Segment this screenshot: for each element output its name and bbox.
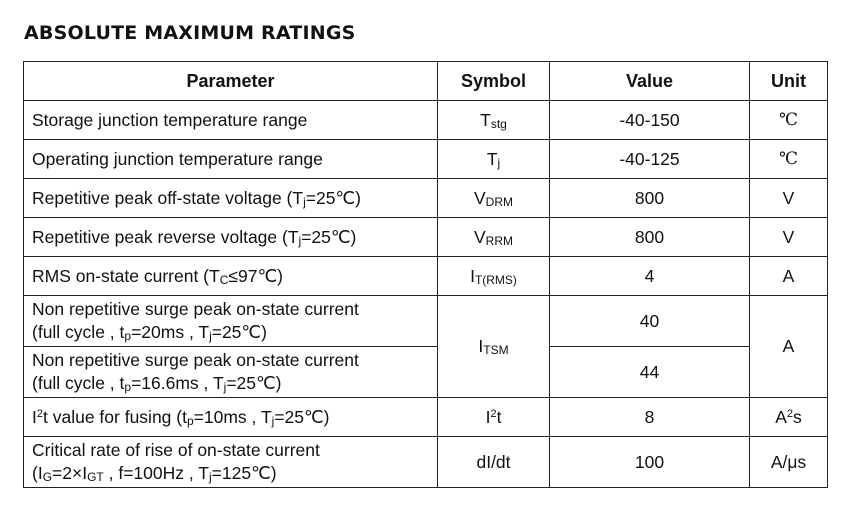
param-cell: Repetitive peak off-state voltage (Tj=25…	[23, 178, 438, 218]
value-cell: 800	[549, 178, 750, 218]
param-cell: Non repetitive surge peak on-state curre…	[23, 346, 438, 398]
param-cell: Storage junction temperature range	[23, 100, 438, 140]
header-row: Parameter Symbol Value Unit	[23, 61, 828, 101]
header-value: Value	[549, 61, 750, 101]
unit-cell: ℃	[749, 139, 828, 179]
ratings-table: Parameter Symbol Value Unit Storage junc…	[23, 61, 828, 488]
unit-cell: ℃	[749, 100, 828, 140]
table-row: Critical rate of rise of on-state curren…	[23, 436, 828, 488]
symbol-cell: VDRM	[437, 178, 550, 218]
param-cell: I2t value for fusing (tp=10ms , Tj=25℃)	[23, 397, 438, 437]
table-row: RMS on-state current (TC≤97℃) IT(RMS) 4 …	[23, 256, 828, 296]
table-row: Operating junction temperature range Tj …	[23, 139, 828, 179]
header-symbol: Symbol	[437, 61, 550, 101]
value-cell: -40-125	[549, 139, 750, 179]
value-cell: 44	[549, 346, 750, 398]
symbol-cell: Tstg	[437, 100, 550, 140]
header-parameter: Parameter	[23, 61, 438, 101]
table-row: I2t value for fusing (tp=10ms , Tj=25℃) …	[23, 397, 828, 437]
param-cell: Critical rate of rise of on-state curren…	[23, 436, 438, 488]
table-row: Repetitive peak reverse voltage (Tj=25℃)…	[23, 217, 828, 257]
value-cell: 40	[549, 295, 750, 347]
unit-cell: A	[749, 256, 828, 296]
unit-cell: A/μs	[749, 436, 828, 488]
unit-cell: A2s	[749, 397, 828, 437]
value-cell: 800	[549, 217, 750, 257]
page-title: ABSOLUTE MAXIMUM RATINGS	[24, 22, 356, 44]
param-cell: Repetitive peak reverse voltage (Tj=25℃)	[23, 217, 438, 257]
value-cell: -40-150	[549, 100, 750, 140]
param-cell: Operating junction temperature range	[23, 139, 438, 179]
symbol-cell: ITSM	[437, 295, 550, 398]
symbol-cell: IT(RMS)	[437, 256, 550, 296]
table-row: Non repetitive surge peak on-state curre…	[23, 295, 828, 398]
value-cell: 8	[549, 397, 750, 437]
unit-cell: V	[749, 178, 828, 218]
unit-cell: A	[749, 295, 828, 398]
symbol-cell: Tj	[437, 139, 550, 179]
symbol-cell: VRRM	[437, 217, 550, 257]
symbol-cell: I2t	[437, 397, 550, 437]
value-cell: 100	[549, 436, 750, 488]
table-row: Storage junction temperature range Tstg …	[23, 100, 828, 140]
param-cell: RMS on-state current (TC≤97℃)	[23, 256, 438, 296]
unit-cell: V	[749, 217, 828, 257]
param-cell: Non repetitive surge peak on-state curre…	[23, 295, 438, 347]
value-cell: 4	[549, 256, 750, 296]
header-unit: Unit	[749, 61, 828, 101]
table-row: Non repetitive surge peak on-state curre…	[23, 346, 828, 398]
symbol-cell: dI/dt	[437, 436, 550, 488]
table-row: Repetitive peak off-state voltage (Tj=25…	[23, 178, 828, 218]
